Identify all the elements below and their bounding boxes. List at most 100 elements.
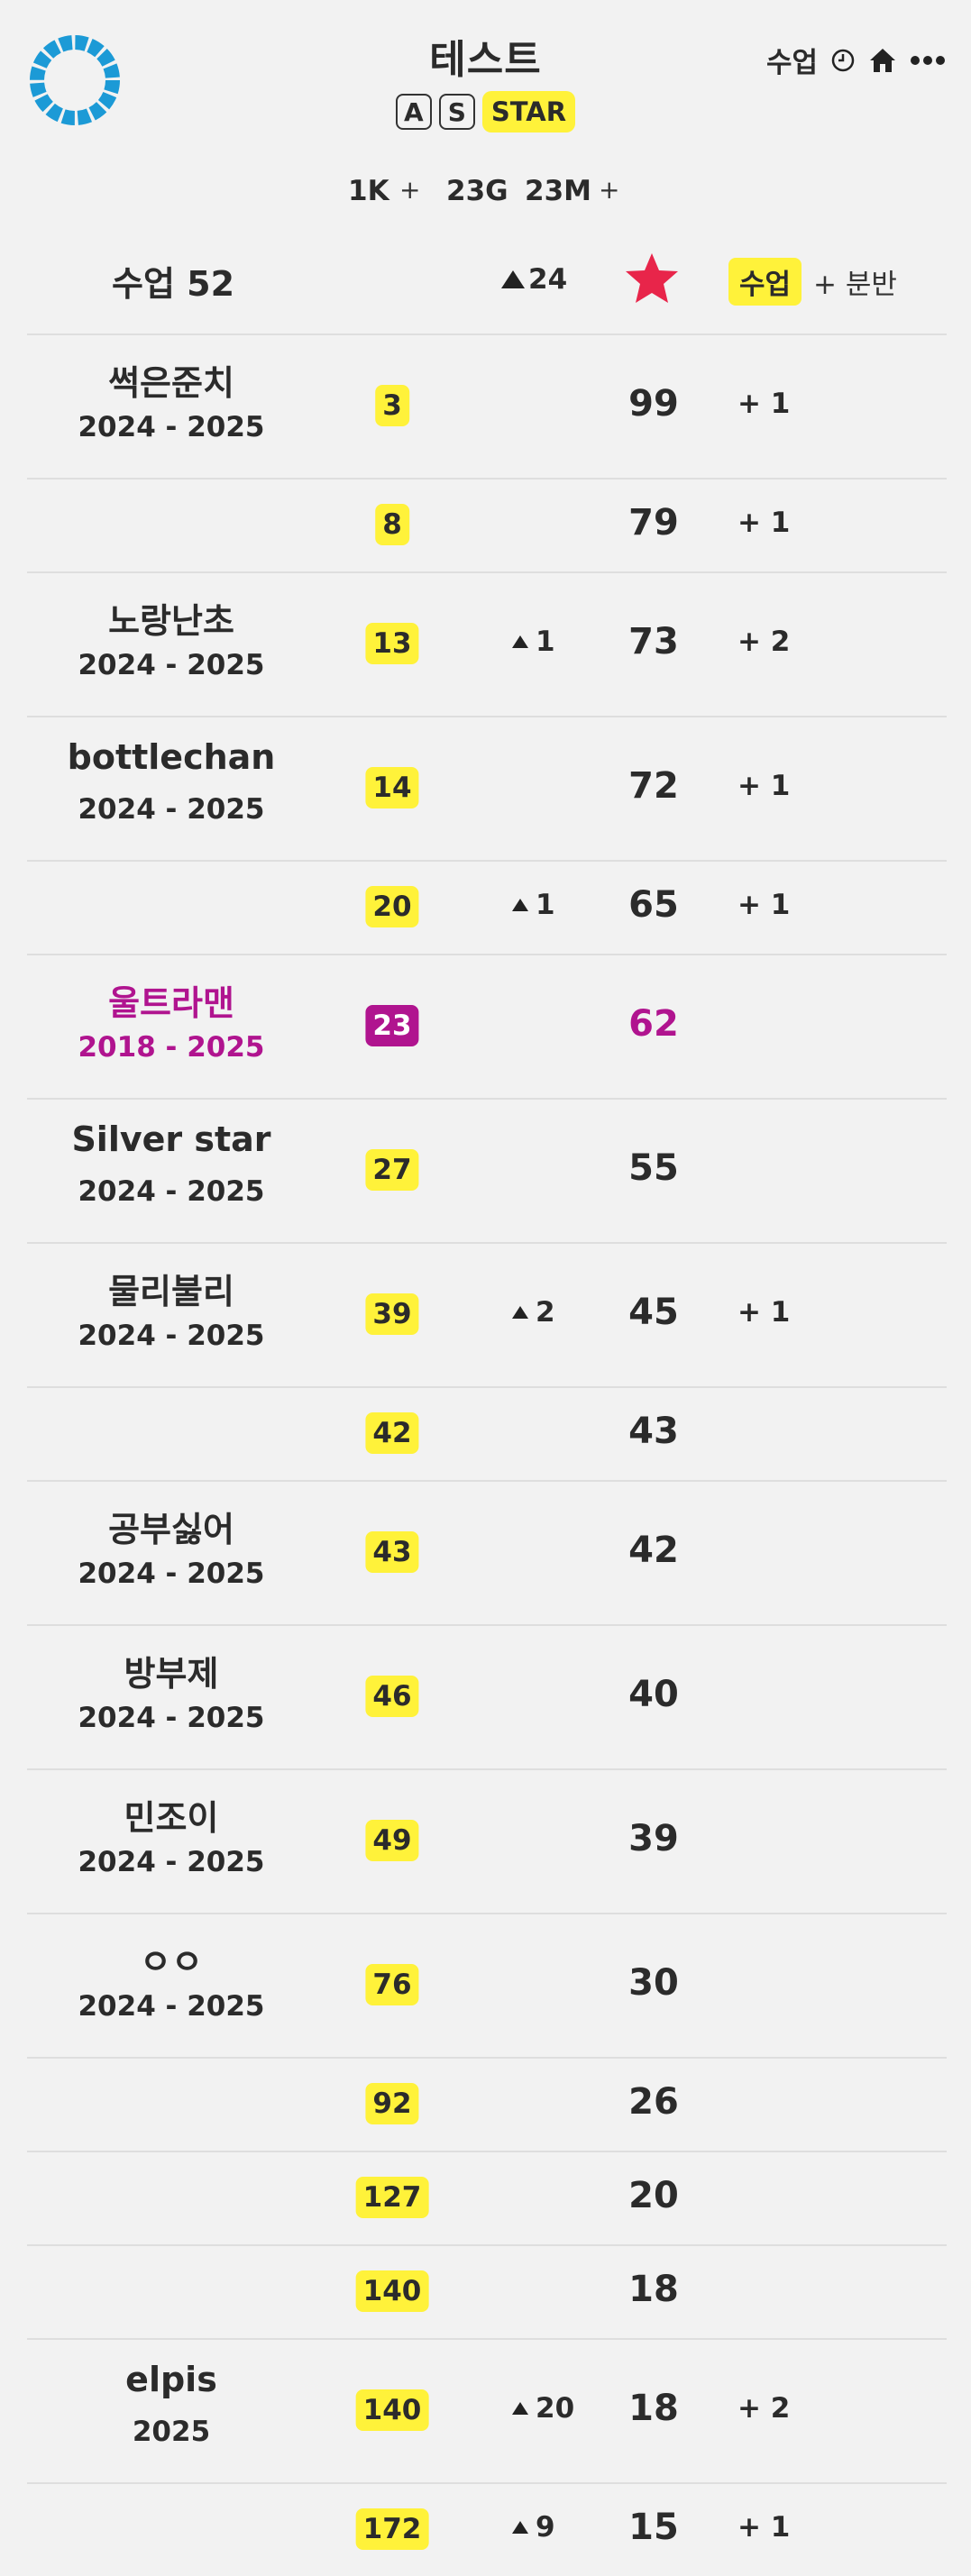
badge-s[interactable]: S xyxy=(438,94,475,130)
row-divider xyxy=(27,2482,947,2484)
logo-icon[interactable] xyxy=(27,32,123,128)
star-score: 79 xyxy=(628,502,679,544)
user-name[interactable]: 방부제 xyxy=(124,1654,219,1694)
section-count[interactable]: + 1 xyxy=(737,507,791,539)
up-arrow-icon xyxy=(512,1306,528,1319)
stat-followers-plus[interactable]: + xyxy=(399,175,421,205)
rank-change-value: 1 xyxy=(536,889,555,921)
rank-badge: 43 xyxy=(365,1531,419,1573)
stat-storage: 23G xyxy=(446,175,508,207)
section-count[interactable]: + 1 xyxy=(737,1296,791,1329)
list-item[interactable]: 방부제 2024 - 2025 46 40 xyxy=(0,1624,971,1768)
user-name[interactable]: 울트라맨 xyxy=(108,983,234,1023)
star-score: 43 xyxy=(628,1411,679,1452)
star-icon[interactable] xyxy=(622,251,682,306)
row-divider xyxy=(27,2338,947,2340)
user-name[interactable]: 썩은준치 xyxy=(108,363,234,403)
rank-badge: 92 xyxy=(365,2083,419,2124)
user-name[interactable]: ㅇㅇ xyxy=(140,1942,203,1982)
list-item[interactable]: 92 26 xyxy=(0,2057,971,2151)
list-item[interactable]: bottlechan 2024 - 2025 14 72 + 1 xyxy=(0,716,971,860)
up-arrow-icon xyxy=(512,2402,528,2415)
row-divider xyxy=(27,1386,947,1388)
stat-followers: 1K xyxy=(348,175,389,207)
row-divider xyxy=(27,1242,947,1244)
section-count[interactable]: + 1 xyxy=(737,2511,791,2544)
up-arrow-icon xyxy=(512,899,528,911)
home-icon[interactable] xyxy=(868,47,897,74)
star-score: 20 xyxy=(628,2175,679,2216)
row-divider xyxy=(27,1624,947,1626)
star-score: 65 xyxy=(628,884,679,926)
user-years: 2025 xyxy=(132,2416,211,2448)
rank-change-value: 9 xyxy=(536,2511,555,2544)
list-item[interactable]: 울트라맨 2018 - 2025 23 62 xyxy=(0,954,971,1098)
row-divider xyxy=(27,1768,947,1770)
row-divider xyxy=(27,2244,947,2246)
list-item[interactable]: 민조이 2024 - 2025 49 39 xyxy=(0,1768,971,1913)
section-count[interactable]: + 1 xyxy=(737,388,791,420)
list-item[interactable]: 물리불리 2024 - 2025 39 2 45 + 1 xyxy=(0,1242,971,1386)
row-divider xyxy=(27,716,947,717)
row-divider xyxy=(27,2057,947,2059)
rank-badge: 39 xyxy=(365,1293,419,1335)
rise-icon xyxy=(501,270,525,288)
row-divider xyxy=(27,333,947,335)
star-score: 15 xyxy=(628,2507,679,2548)
rank-change: 1 xyxy=(512,889,555,921)
section-count[interactable]: + 2 xyxy=(737,626,791,658)
rank-change-value: 1 xyxy=(536,626,555,658)
list-item[interactable]: 140 18 xyxy=(0,2244,971,2338)
rank-badge: 14 xyxy=(365,767,419,808)
rank-badge: 8 xyxy=(375,504,409,545)
row-divider xyxy=(27,1913,947,1914)
badge-a[interactable]: A xyxy=(395,94,432,130)
user-name[interactable]: bottlechan xyxy=(67,737,276,777)
list-item[interactable]: ㅇㅇ 2024 - 2025 76 30 xyxy=(0,1913,971,2057)
user-name[interactable]: Silver star xyxy=(71,1119,271,1159)
menu-label[interactable]: 수업 xyxy=(765,47,818,79)
clock-icon[interactable] xyxy=(830,48,856,73)
row-divider xyxy=(27,2151,947,2152)
sort-class-button[interactable]: 수업 xyxy=(728,258,802,306)
list-item[interactable]: elpis 2025 140 20 18 + 2 xyxy=(0,2338,971,2482)
list-item[interactable]: 20 1 65 + 1 xyxy=(0,860,971,954)
star-badge[interactable]: STAR xyxy=(481,91,576,132)
section-count[interactable]: + 1 xyxy=(737,889,791,921)
star-score: 55 xyxy=(628,1147,679,1189)
rank-badge: 49 xyxy=(365,1820,419,1861)
rank-badge: 76 xyxy=(365,1964,419,2005)
list-item[interactable]: 노랑난초 2024 - 2025 13 1 73 + 2 xyxy=(0,571,971,716)
user-years: 2024 - 2025 xyxy=(78,1846,265,1878)
list-item[interactable]: 127 20 xyxy=(0,2151,971,2244)
list-item[interactable]: Silver star 2024 - 2025 27 55 xyxy=(0,1098,971,1242)
list-item[interactable]: 썩은준치 2024 - 2025 3 99 + 1 xyxy=(0,333,971,478)
rank-badge: 140 xyxy=(355,2389,429,2431)
user-name[interactable]: 물리불리 xyxy=(108,1272,234,1311)
rise-value: 24 xyxy=(528,263,568,296)
rank-badge: 140 xyxy=(355,2270,429,2312)
star-score: 18 xyxy=(628,2388,679,2429)
section-count[interactable]: + 2 xyxy=(737,2392,791,2425)
more-icon[interactable] xyxy=(910,55,946,66)
rank-change: 9 xyxy=(512,2511,555,2544)
rank-badge: 3 xyxy=(375,385,409,426)
user-name[interactable]: elpis xyxy=(125,2360,217,2399)
user-name[interactable]: 민조이 xyxy=(124,1798,219,1838)
list-item[interactable]: 공부싫어 2024 - 2025 43 42 xyxy=(0,1480,971,1624)
stat-views-plus[interactable]: + xyxy=(599,175,620,205)
row-divider xyxy=(27,1480,947,1482)
up-arrow-icon xyxy=(512,2521,528,2534)
user-name[interactable]: 노랑난초 xyxy=(108,601,234,641)
rank-badge: 23 xyxy=(365,1005,419,1046)
list-header: 수업 52 24 수업 + 분반 xyxy=(0,251,971,306)
list-item[interactable]: 172 9 15 + 1 xyxy=(0,2482,971,2576)
section-count[interactable]: + 1 xyxy=(737,770,791,802)
row-divider xyxy=(27,1098,947,1100)
list-item[interactable]: 42 43 xyxy=(0,1386,971,1480)
star-score: 40 xyxy=(628,1674,679,1715)
add-section-button[interactable]: + 분반 xyxy=(813,269,897,301)
stat-views: 23M xyxy=(525,175,591,207)
user-name[interactable]: 공부싫어 xyxy=(108,1510,234,1549)
list-item[interactable]: 8 79 + 1 xyxy=(0,478,971,571)
